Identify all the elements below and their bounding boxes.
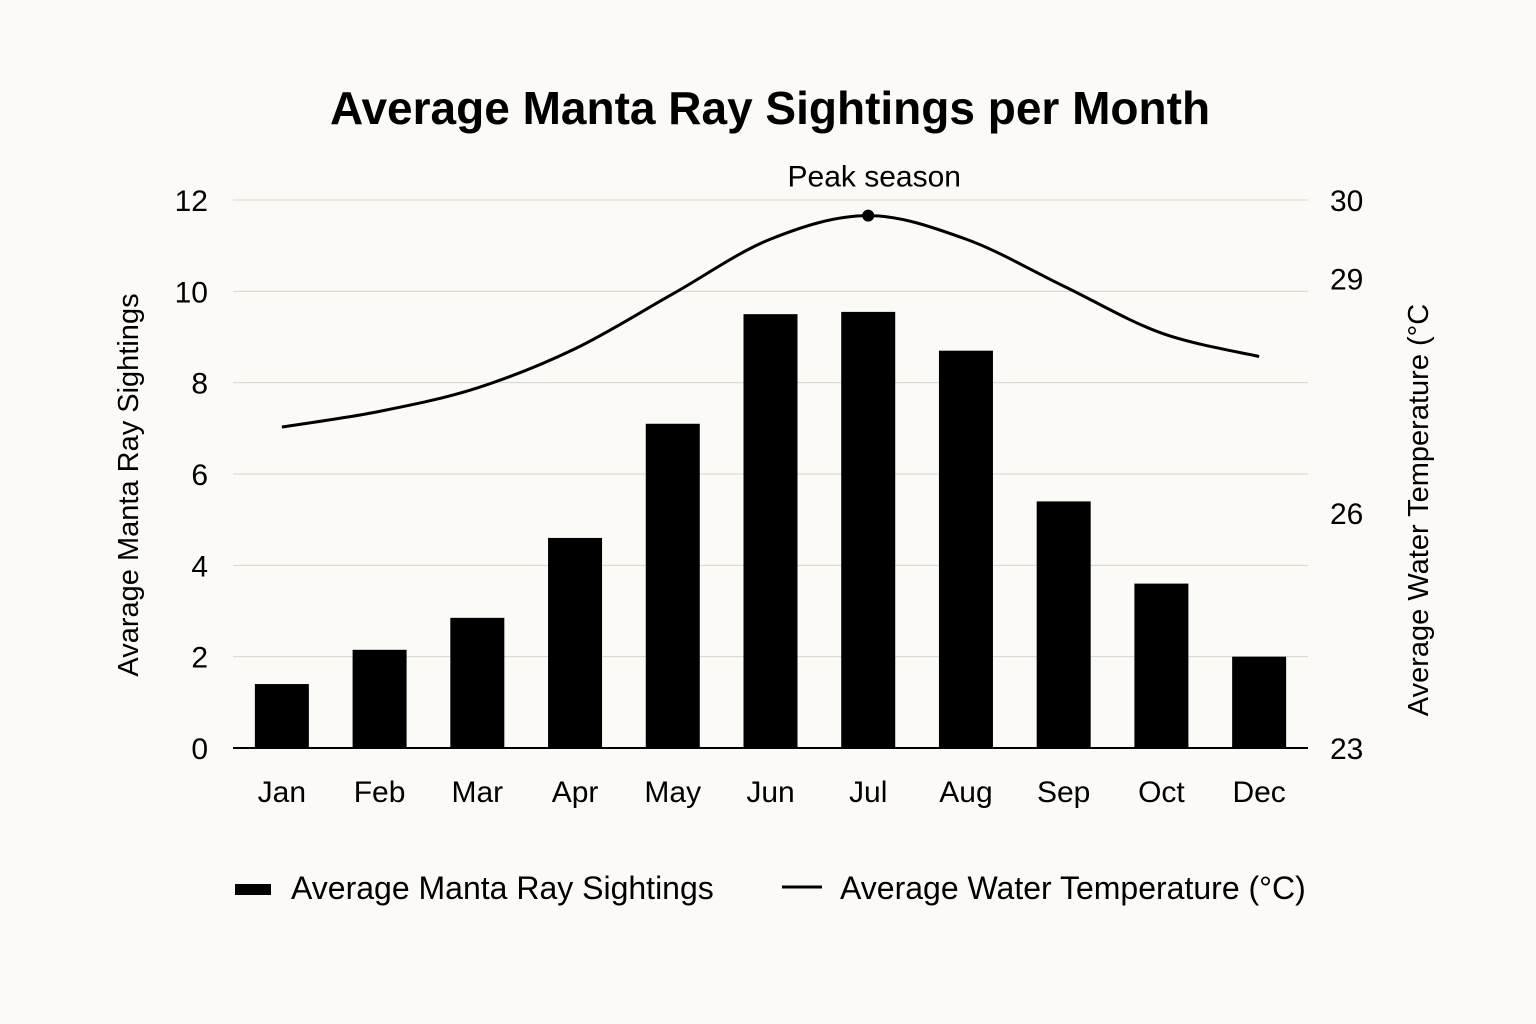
- bar-sep: [1036, 501, 1091, 748]
- right-tick-label: 26: [1330, 498, 1363, 531]
- left-tick-label: 12: [175, 185, 208, 218]
- x-tick-label: Feb: [354, 776, 406, 809]
- x-axis-ticks: Jan Feb Mar Apr May Jun Jul Aug Sep Oct Dec: [258, 776, 1286, 809]
- bar-jul: [841, 311, 896, 748]
- left-tick-label: 8: [191, 368, 208, 401]
- x-tick-label: Sep: [1037, 776, 1090, 809]
- left-tick-label: 2: [191, 642, 208, 675]
- x-tick-label: Jun: [746, 776, 794, 809]
- bar-series: [254, 311, 1287, 748]
- legend-swatch-bar: [235, 884, 271, 895]
- bar-dec: [1232, 656, 1287, 748]
- bar-jan: [254, 684, 309, 748]
- bar-may: [645, 423, 700, 748]
- bar-mar: [450, 617, 505, 748]
- right-tick-label: 23: [1330, 733, 1363, 766]
- temperature-line: [281, 214, 1260, 429]
- bar-oct: [1134, 583, 1189, 748]
- x-tick-label: Oct: [1138, 776, 1185, 809]
- annotations: Peak season: [788, 161, 961, 222]
- right-axis-ticks: 23 26 29 30: [1330, 185, 1363, 766]
- left-tick-label: 0: [191, 733, 208, 766]
- left-axis-ticks: 0 2 4 6 8 10 12: [175, 185, 208, 766]
- x-tick-label: May: [644, 776, 701, 809]
- bar-feb: [352, 649, 407, 748]
- right-tick-label: 29: [1330, 263, 1363, 296]
- bar-apr: [548, 537, 603, 748]
- left-tick-label: 4: [191, 550, 208, 583]
- x-tick-label: Dec: [1232, 776, 1285, 809]
- right-tick-label: 30: [1330, 185, 1363, 218]
- line-series: [281, 214, 1260, 429]
- x-tick-label: Mar: [451, 776, 503, 809]
- legend-label-sightings: Average Manta Ray Sightings: [291, 870, 714, 906]
- y-axis-left-label: Avarage Manta Ray Sightings: [113, 293, 145, 676]
- peak-marker: [862, 209, 875, 222]
- x-tick-label: Aug: [939, 776, 992, 809]
- legend-label-temperature: Average Water Temperature (°C): [840, 870, 1306, 906]
- x-tick-label: Apr: [552, 776, 599, 809]
- peak-season-annotation: Peak season: [788, 161, 961, 194]
- bar-aug: [938, 350, 993, 748]
- legend: Average Manta Ray Sightings Average Wate…: [235, 870, 1306, 906]
- x-tick-label: Jan: [258, 776, 306, 809]
- bar-jun: [743, 314, 798, 748]
- left-tick-label: 10: [175, 276, 208, 309]
- chart-title: Average Manta Ray Sightings per Month: [330, 82, 1210, 134]
- y-axis-right-label: Average Water Temperature (°C: [1403, 304, 1435, 716]
- x-tick-label: Jul: [849, 776, 887, 809]
- left-tick-label: 6: [191, 459, 208, 492]
